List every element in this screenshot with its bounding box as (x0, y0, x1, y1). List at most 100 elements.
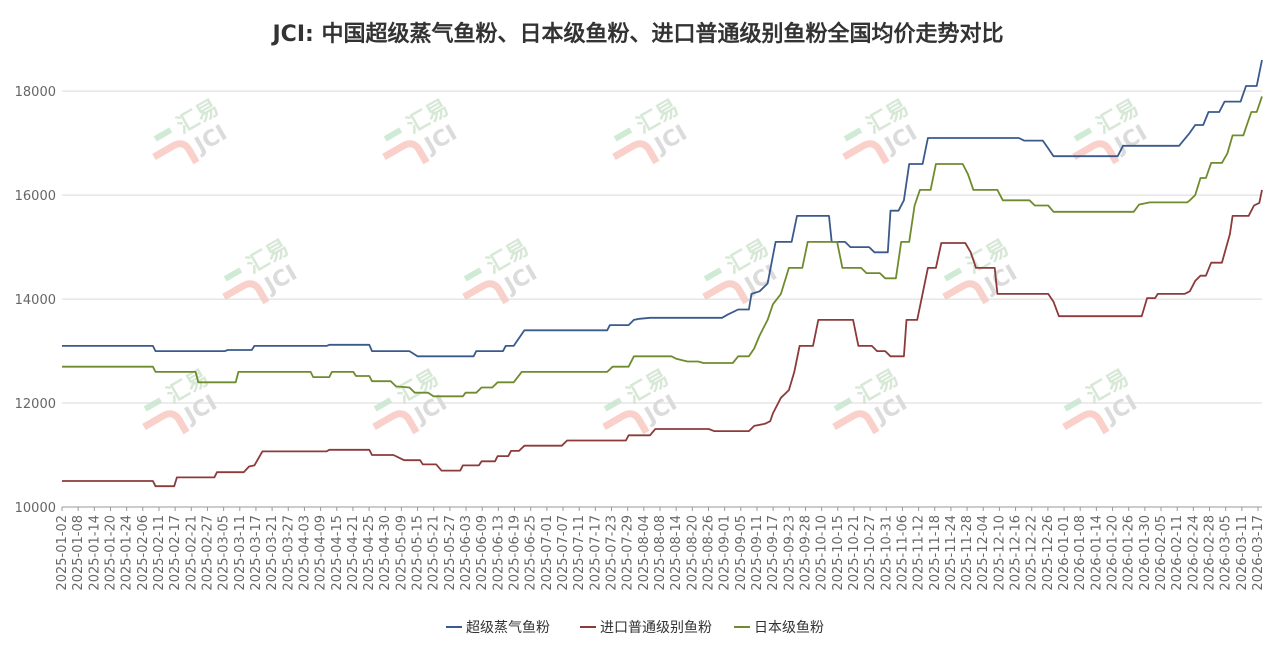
watermark-hook-shape (612, 140, 660, 165)
x-tick-label: 2025-11-06 (895, 515, 910, 591)
x-tick-label: 2025-03-05 (217, 515, 232, 591)
x-tick-label: 2025-06-19 (508, 515, 523, 591)
x-tick-label: 2025-07-01 (540, 515, 555, 591)
x-tick-label: 2026-01-01 (1057, 515, 1072, 591)
watermark-layer: 汇易JCI汇易JCI汇易JCI汇易JCI汇易JCI汇易JCI汇易JCI汇易JCI… (142, 95, 1152, 435)
x-tick-label: 2025-06-13 (491, 515, 506, 591)
watermark-hook-shape (382, 140, 430, 165)
x-tick-label: 2025-03-21 (265, 515, 280, 591)
series-layer (62, 59, 1263, 488)
series-line-1 (62, 59, 1263, 358)
x-tick-label: 2025-12-04 (976, 515, 991, 591)
watermark-bar-shape (943, 267, 963, 282)
x-tick-label: 2025-09-28 (798, 515, 813, 591)
y-tick-label: 16000 (15, 189, 56, 204)
x-tick-label: 2025-10-21 (847, 515, 862, 591)
x-tick-label: 2025-02-11 (152, 515, 167, 591)
x-tick-label: 2025-06-09 (475, 515, 490, 591)
watermark-hook-shape (462, 280, 510, 305)
x-tick-label: 2025-06-03 (459, 515, 474, 591)
x-tick-label: 2025-02-06 (136, 515, 151, 591)
x-tick-label: 2025-01-02 (55, 515, 70, 591)
watermark-bar-shape (383, 127, 403, 142)
watermark-hook-shape (152, 140, 200, 165)
x-tick-label: 2025-04-03 (297, 515, 312, 591)
watermark-bar-shape (463, 267, 483, 282)
x-tick-label: 2026-01-08 (1073, 515, 1088, 591)
series-line-3 (62, 96, 1263, 398)
x-tick-label: 2025-07-23 (605, 515, 620, 591)
chart-title: JCI: 中国超级蒸气鱼粉、日本级鱼粉、进口普通级别鱼粉全国均价走势对比 (272, 22, 1004, 47)
watermark-bar-shape (153, 127, 173, 142)
legend: 超级蒸气鱼粉 进口普通级别鱼粉 日本级鱼粉 (446, 619, 824, 636)
x-tick-label: 2025-01-08 (71, 515, 86, 591)
y-tick-label: 10000 (15, 501, 56, 516)
x-tick-label: 2025-10-10 (815, 515, 830, 591)
x-tick-label: 2025-10-27 (863, 515, 878, 591)
x-tick-label: 2025-08-08 (653, 515, 668, 591)
x-tick-label: 2026-03-05 (1219, 515, 1234, 591)
watermark-bar-shape (603, 397, 623, 412)
x-tick-label: 2025-12-10 (992, 515, 1007, 591)
x-tick-label: 2025-05-27 (443, 515, 458, 591)
x-tick-label: 2025-01-20 (103, 515, 118, 591)
x-tick-label: 2025-07-07 (556, 515, 571, 591)
watermark-hook-shape (222, 280, 270, 305)
series-line-2 (62, 189, 1263, 488)
x-tick-label: 2026-01-26 (1122, 515, 1137, 591)
x-tick-label: 2026-02-28 (1203, 515, 1218, 591)
watermark-bar-shape (373, 397, 393, 412)
x-tick-label: 2025-03-11 (233, 515, 248, 591)
x-tick-label: 2025-06-25 (524, 515, 539, 591)
x-tick-label: 2025-07-29 (621, 515, 636, 591)
x-tick-label: 2026-01-20 (1106, 515, 1121, 591)
x-tick-label: 2025-09-01 (718, 515, 733, 591)
x-tick-label: 2025-05-15 (411, 515, 426, 591)
watermark-bar-shape (1063, 397, 1083, 412)
x-tick-label: 2026-02-24 (1186, 515, 1201, 591)
x-tick-label: 2025-08-20 (685, 515, 700, 591)
x-tick-label: 2026-02-11 (1170, 515, 1185, 591)
watermark-bar-shape (223, 267, 243, 282)
x-tick-label: 2025-11-24 (944, 515, 959, 591)
x-tick-label: 2025-04-09 (314, 515, 329, 591)
x-tick-label: 2026-03-11 (1235, 515, 1250, 591)
watermark-hook-shape (842, 140, 890, 165)
legend-label: 日本级鱼粉 (754, 619, 824, 636)
watermark-hook-shape (372, 410, 420, 435)
x-tick-label: 2025-02-17 (168, 515, 183, 591)
x-tick-label: 2025-09-17 (766, 515, 781, 591)
watermark-hook-shape (142, 410, 190, 435)
y-tick-label: 12000 (15, 397, 56, 412)
x-tick-label: 2025-01-24 (120, 515, 135, 591)
watermark-bar-shape (703, 267, 723, 282)
x-tick-label: 2025-02-21 (184, 515, 199, 591)
x-tick-label: 2025-08-14 (669, 515, 684, 591)
x-tick-label: 2025-12-26 (1041, 515, 1056, 591)
x-tick-label: 2026-01-30 (1138, 515, 1153, 591)
watermark-bar-shape (613, 127, 633, 142)
x-tick-label: 2025-04-15 (330, 515, 345, 591)
watermark-hook-shape (1062, 410, 1110, 435)
y-axis: 10000 12000 14000 16000 18000 (15, 85, 56, 516)
watermark-bar-shape (833, 397, 853, 412)
x-tick-label: 2025-07-17 (588, 515, 603, 591)
watermark-hook-shape (832, 410, 880, 435)
x-tick-label: 2026-02-05 (1154, 515, 1169, 591)
x-tick-label: 2025-09-05 (734, 515, 749, 591)
watermark-bar-shape (143, 397, 163, 412)
x-tick-label: 2025-05-09 (394, 515, 409, 591)
x-tick-label: 2026-01-14 (1089, 515, 1104, 591)
x-tick-label: 2025-12-16 (1009, 515, 1024, 591)
